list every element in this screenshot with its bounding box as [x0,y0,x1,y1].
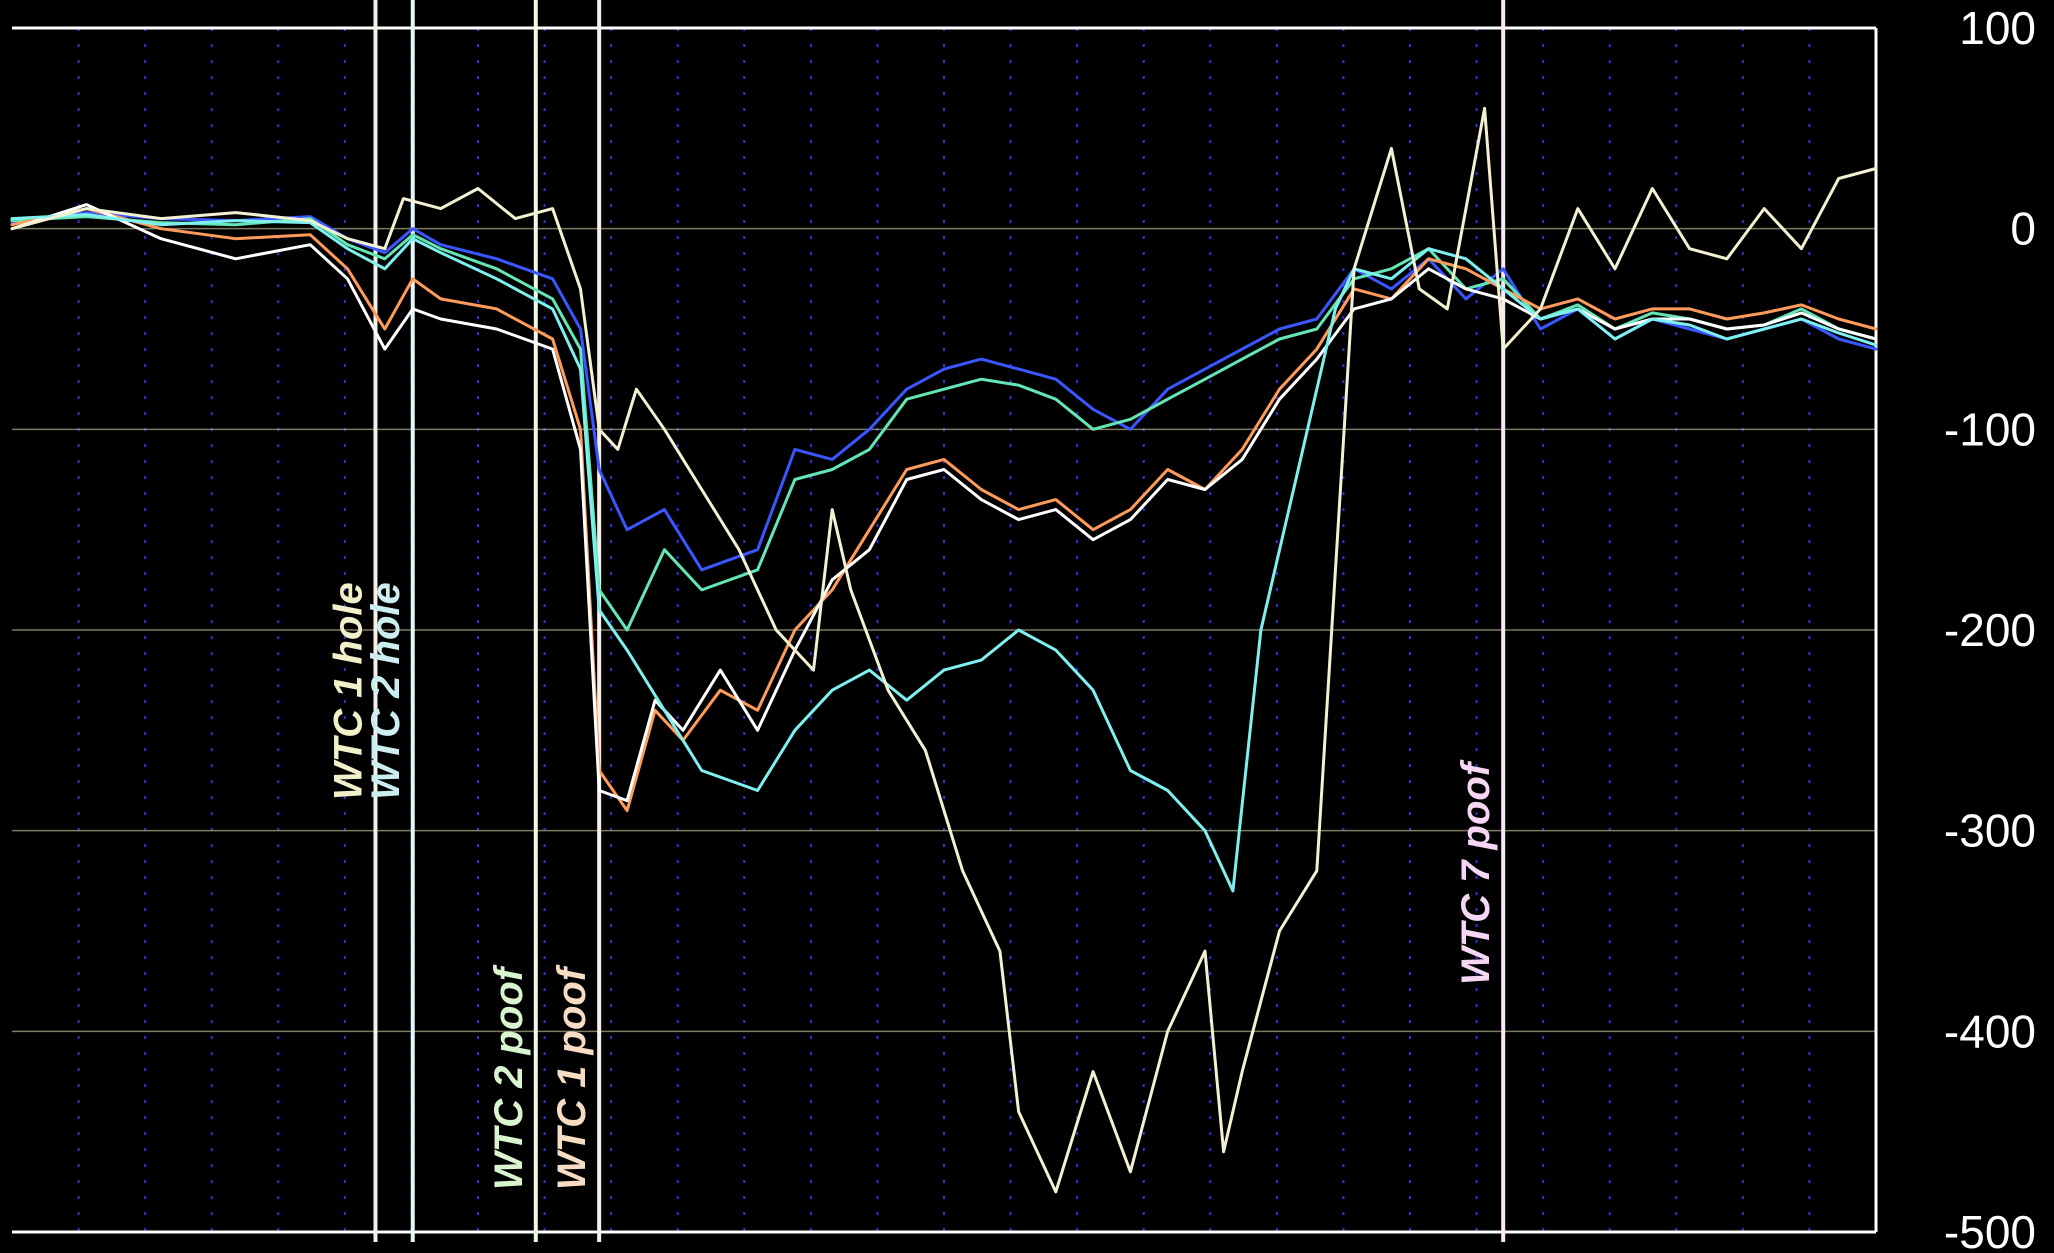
y-tick-label: -500 [1944,1206,2036,1253]
series-line-5 [10,213,1878,893]
event-label: WTC 1 hole [326,582,370,800]
y-tick-label: -300 [1944,805,2036,857]
event-label: WTC 2 poof [487,964,531,1190]
series-line-6 [10,106,1878,1194]
y-tick-label: -100 [1944,403,2036,455]
series-line-3 [10,207,1878,813]
y-tick-label: 0 [2010,203,2036,255]
y-tick-label: -200 [1944,604,2036,656]
event-label: WTC 7 poof [1454,759,1498,985]
event-label: WTC 1 poof [550,964,594,1190]
y-tick-label: 100 [1959,2,2036,54]
series-line-2 [10,215,1878,632]
event-label: WTC 2 hole [364,582,408,800]
y-axis: 100 0 -100 -200 -300 -400 -500 [1944,2,2036,1253]
y-tick-label: -400 [1944,1005,2036,1057]
